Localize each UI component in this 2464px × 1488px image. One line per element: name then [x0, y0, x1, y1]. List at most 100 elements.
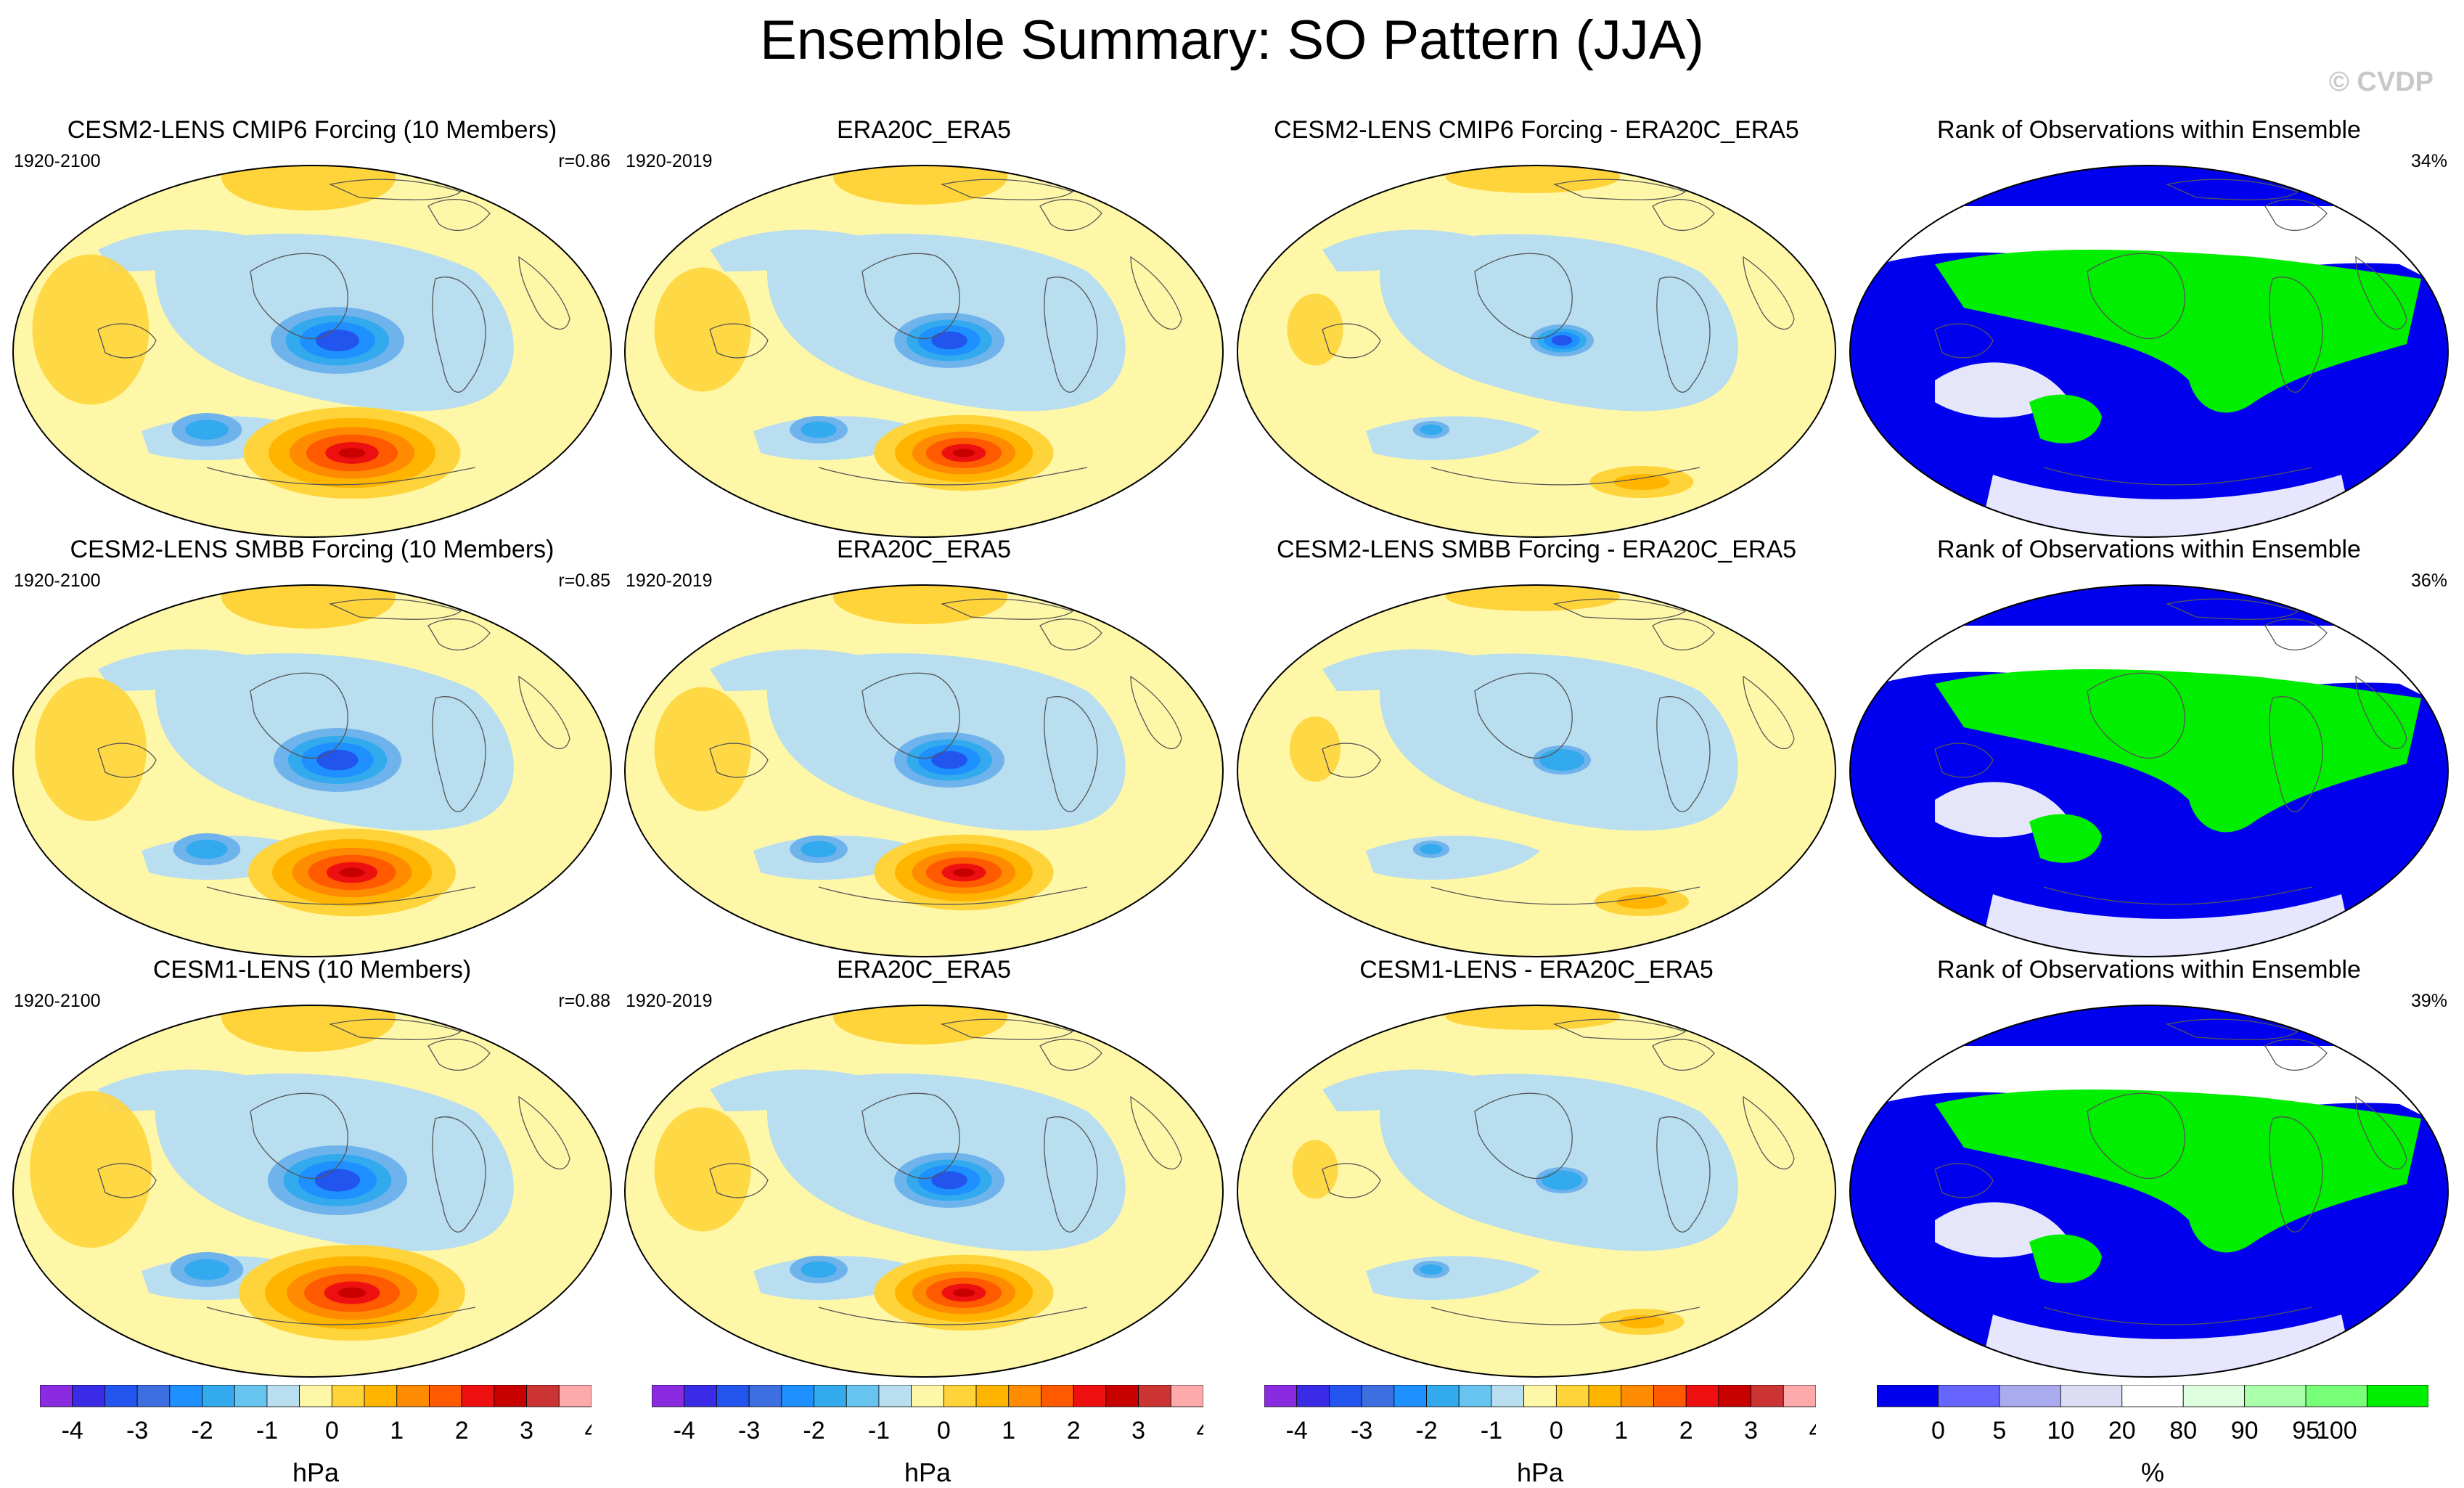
- colorbar-tick-label: 1: [1002, 1417, 1015, 1444]
- map-panel-r1-c4: Rank of Observations within Ensemble 34%: [1848, 116, 2450, 538]
- coastline-2: [432, 277, 486, 393]
- colorbar-tick-label: 3: [520, 1417, 533, 1444]
- negative-contour-4: [316, 749, 359, 771]
- colorbar-tick-label: -4: [674, 1417, 695, 1444]
- coastline-1: [1474, 672, 1573, 759]
- colorbar-tick-label: -4: [1286, 1417, 1308, 1444]
- coastline-6: [328, 179, 462, 200]
- colorbar-swatch: [911, 1385, 944, 1407]
- coastline-3: [1652, 618, 1715, 651]
- map-border: [1849, 584, 2449, 957]
- colorbar-swatch: [266, 1385, 300, 1407]
- north-negative-region: [1322, 649, 1497, 691]
- coastline-4: [709, 1163, 769, 1198]
- indian-ocean-positive: [1287, 293, 1343, 366]
- panel-period-label: 1920-2019: [626, 991, 713, 1011]
- map-panel-r1-c2: ERA20C_ERA5 1920-2019: [623, 116, 1225, 538]
- coastline-7: [1430, 467, 1700, 486]
- coastline-7: [1430, 886, 1700, 905]
- colorbar-swatch: [975, 1385, 1010, 1407]
- coastline-5: [518, 675, 570, 750]
- coastline-5: [1130, 1095, 1182, 1170]
- colorbar-swatch: [331, 1385, 365, 1407]
- colorbar-graphic: -4 -3 -2 -1 0 1 2 3 4: [40, 1385, 592, 1444]
- coastline-5: [518, 256, 570, 330]
- colorbar-swatch: [2305, 1385, 2367, 1407]
- coastline-3: [2264, 199, 2328, 232]
- secondary-negative-contour-2: [801, 841, 837, 858]
- south-negative-band: [1366, 416, 1540, 460]
- north-positive-cap: [1446, 165, 1620, 193]
- colorbar-swatch: [396, 1385, 430, 1407]
- coastline-6: [2165, 1018, 2299, 1040]
- coastline-7: [2043, 467, 2313, 486]
- colorbar-4: 0 5 10 20 80 90 95 100%: [1877, 1385, 2428, 1487]
- pacific-negative-region: [1379, 1074, 1738, 1251]
- colorbar-tick-label: 4: [1197, 1417, 1203, 1444]
- colorbar-swatch: [1877, 1385, 1939, 1407]
- panel-rank-percent: 36%: [2410, 571, 2447, 591]
- map-plot: [1849, 1005, 2449, 1378]
- colorbar-3: -4 -3 -2 -1 0 1 2 3 4 hPa: [1264, 1385, 1816, 1487]
- north-positive-cap: [1446, 1005, 1620, 1030]
- coastline-7: [818, 467, 1088, 486]
- colorbar-swatch: [1073, 1385, 1107, 1407]
- map-panel-r1-c3: CESM2-LENS CMIP6 Forcing - ERA20C_ERA5: [1235, 116, 1838, 538]
- indian-ocean-positive: [35, 677, 147, 821]
- panel-title: CESM2-LENS SMBB Forcing - ERA20C_ERA5: [1276, 536, 1797, 563]
- colorbar-swatch: [684, 1385, 717, 1407]
- colorbar-swatch: [1751, 1385, 1784, 1407]
- colorbar-swatch: [72, 1385, 105, 1407]
- colorbar-tick-label: 2: [455, 1417, 469, 1444]
- coastline-2: [1044, 277, 1098, 393]
- colorbar-swatch: [1426, 1385, 1460, 1407]
- negative-contour-4: [931, 1171, 967, 1190]
- panel-period-label: 1920-2019: [626, 571, 713, 591]
- coastline-3: [2264, 618, 2328, 651]
- colorbar-tick-label: -1: [1481, 1417, 1502, 1444]
- colorbar-swatch: [1296, 1385, 1330, 1407]
- panel-title: Rank of Observations within Ensemble: [1937, 536, 2361, 563]
- colorbar-swatch: [1170, 1385, 1203, 1407]
- colorbar-graphic: -4 -3 -2 -1 0 1 2 3 4: [1264, 1385, 1816, 1444]
- colorbar-swatch: [943, 1385, 977, 1407]
- south-negative-band: [1366, 835, 1540, 880]
- indian-ocean-positive: [1292, 1140, 1338, 1199]
- north-negative-region: [1322, 229, 1497, 271]
- panel-title: Rank of Observations within Ensemble: [1937, 956, 2361, 984]
- map-border: [623, 584, 1224, 957]
- secondary-negative-contour-2: [1420, 424, 1443, 436]
- indian-ocean-positive: [30, 1091, 152, 1248]
- colorbar-tick-label: 4: [1809, 1417, 1816, 1444]
- colorbar-tick-label: 20: [2108, 1417, 2136, 1444]
- colorbar-swatch: [1008, 1385, 1041, 1407]
- panel-title: CESM2-LENS SMBB Forcing (10 Members): [70, 536, 554, 563]
- north-negative-region: [98, 1069, 272, 1111]
- coastline-1: [861, 253, 960, 340]
- negative-contour-4: [1551, 335, 1573, 346]
- map-plot: [12, 1005, 613, 1378]
- colorbar-swatch: [1999, 1385, 2061, 1407]
- map-plot: [623, 1005, 1224, 1378]
- map-plot: [1236, 584, 1837, 957]
- colorbar-tick-label: -2: [191, 1417, 213, 1444]
- coastline-5: [1743, 1095, 1795, 1170]
- indian-ocean-positive: [654, 1107, 751, 1232]
- panel-correlation-label: r=0.85: [558, 571, 610, 591]
- colorbar-tick-label: -3: [738, 1417, 760, 1444]
- colorbar-swatch: [1041, 1385, 1074, 1407]
- colorbar-swatch: [1588, 1385, 1622, 1407]
- colorbar-swatch: [1621, 1385, 1654, 1407]
- map-border: [623, 165, 1224, 538]
- panel-title: Rank of Observations within Ensemble: [1937, 116, 2361, 144]
- coastline-5: [1743, 256, 1795, 330]
- indian-ocean-positive: [1290, 716, 1341, 782]
- coastline-2: [1044, 696, 1098, 812]
- panel-correlation-label: r=0.88: [558, 991, 610, 1011]
- pacific-negative-region: [1379, 653, 1738, 831]
- positive-contour-2: [1616, 894, 1667, 909]
- colorbar-unit: %: [2140, 1458, 2164, 1487]
- positive-contour-6: [338, 448, 366, 458]
- coastline-7: [818, 1307, 1088, 1325]
- coastline-2: [1656, 277, 1711, 393]
